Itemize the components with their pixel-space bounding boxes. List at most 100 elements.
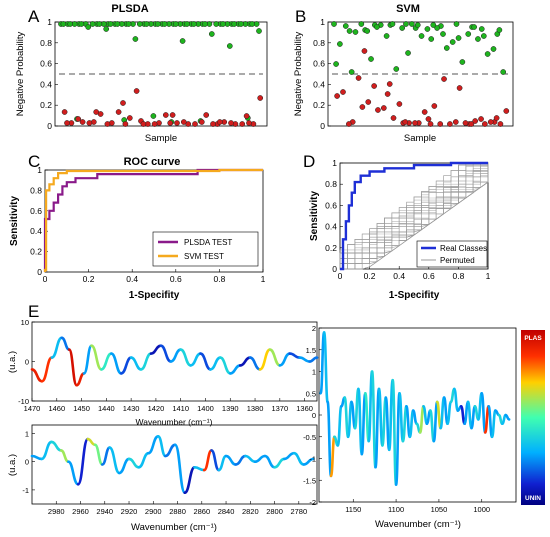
panel-e2-spectrum <box>30 435 315 494</box>
panel-e2-segment-20 <box>210 449 221 472</box>
panel-a-point-green-59 <box>150 113 157 119</box>
panel-e1-segment-2 <box>50 336 63 359</box>
panel-b: SVM 0 0.2 0.4 0.6 0.8 1 Sample Negative Proba… <box>293 3 514 144</box>
panel-e2-ytick-0: -1 <box>22 486 29 495</box>
panel-a-point-red-12 <box>203 112 210 118</box>
panel-e3-segment-29 <box>418 405 425 434</box>
panel-b-point-green-45 <box>471 24 477 30</box>
panel-b-point-red-37 <box>361 48 368 54</box>
panel-d-legend <box>416 240 488 268</box>
panel-e3-xtick-1: 1100 <box>388 505 404 514</box>
panel-a-point-red-22 <box>239 121 246 127</box>
panel-e3-ytick-2: -1 <box>309 455 316 464</box>
panel-b-yticks: 0 0.2 0.4 0.6 0.8 1 <box>313 17 331 131</box>
panel-e2-segment-19 <box>202 449 213 472</box>
panel-e1-segment-28 <box>298 356 311 363</box>
panel-d-curves <box>340 161 488 271</box>
panel-e1-segment-4 <box>67 348 78 387</box>
panel-a-point-green-35 <box>184 21 190 27</box>
panel-e2-segment-5 <box>76 437 90 486</box>
panel-a-ytick-3: 0.6 <box>40 59 52 69</box>
panel-a-ytick-0: 0 <box>47 121 52 131</box>
panel-e3-segment-42 <box>463 400 470 425</box>
panel-e1-xtick-4: 1430 <box>123 404 140 413</box>
panel-e2-xtick-0: 2980 <box>48 507 65 516</box>
panel-e1-segment-24 <box>258 348 272 371</box>
panel-e2-segment-27 <box>273 457 286 469</box>
panel-a-point-red-6 <box>61 109 68 115</box>
panel-e3-ytick-5: 0.5 <box>306 389 316 398</box>
panel-a-point-red-38 <box>216 119 223 125</box>
panel-e2-ticks: -1 0 1 2980 2960 2940 2920 2900 2880 2860 2840 2820… <box>22 429 307 516</box>
panel-b-point-green-39 <box>348 69 355 75</box>
panel-c-legend-plsda: PLSDA TEST <box>184 238 232 247</box>
panel-b-point-green-24 <box>475 36 481 42</box>
panel-c-legend <box>152 231 259 267</box>
panel-a-point-green-47 <box>67 21 74 27</box>
panel-e1-segment-9 <box>110 352 123 375</box>
panel-b-point-green-37 <box>480 33 487 39</box>
panel-e3-segment-8 <box>346 400 353 439</box>
panel-e2-ylabel: (u.a.) <box>7 454 18 476</box>
panel-d-permuted-line-27 <box>339 163 489 269</box>
panel-e3-segment-50 <box>490 409 497 439</box>
panel-d-ytick-1: 0.2 <box>325 243 337 253</box>
panel-e1-segment-16 <box>179 348 192 367</box>
panel-a-point-red-23 <box>162 112 169 118</box>
panel-e3-ytick-1: -1.5 <box>303 476 316 485</box>
panel-c-xtick-0: 0 <box>43 274 48 284</box>
panel-e3-segment-19 <box>384 396 391 452</box>
panel-e2-xtick-7: 2840 <box>218 507 235 516</box>
panel-a-points <box>58 21 264 127</box>
panel-e3-xtick-3: 1000 <box>473 505 490 514</box>
panel-a-point-red-35 <box>246 120 252 126</box>
panel-e3-segment-12 <box>360 392 367 456</box>
panel-e3-segment-2 <box>326 400 333 478</box>
panel-e1-segment-3 <box>60 336 71 351</box>
panel-a-point-red-33 <box>198 119 205 125</box>
panel-c-ytick-5: 1 <box>37 165 42 175</box>
panel-e2-xtick-3: 2920 <box>121 507 138 516</box>
panel-a-ylabel: Negative Probability <box>15 32 26 117</box>
panel-e3-segment-21 <box>391 378 398 486</box>
panel-e2-xtick-10: 2780 <box>290 507 307 516</box>
panel-e2-segment-10 <box>118 457 131 475</box>
panel-e3-segment-20 <box>387 378 394 452</box>
panel-b-point-green-21 <box>500 69 507 75</box>
panel-a-point-red-0 <box>120 100 126 106</box>
panel-e1-ylabel: (u.a.) <box>7 351 18 373</box>
panel-c-ytick-2: 0.4 <box>30 226 42 236</box>
panel-c: ROC curve 0 0.2 0.4 0.6 0.8 1 0 0.2 0.4 0.6 0.8 1 P… <box>9 156 266 301</box>
panel-e1-segment-19 <box>209 356 222 371</box>
panel-e1-xtick-1: 1460 <box>48 404 65 413</box>
panel-b-point-green-34 <box>333 61 339 67</box>
panel-b-point-red-19 <box>340 89 346 95</box>
panel-d-real-curve <box>340 161 488 271</box>
panel-e3-segment-30 <box>422 405 429 425</box>
panel-a-point-red-2 <box>167 120 174 126</box>
panel-b-point-green-18 <box>352 29 359 35</box>
panel-a-point-green-52 <box>85 24 92 30</box>
panel-e3-segment-11 <box>357 387 364 456</box>
panel-e3-segment-25 <box>405 405 412 439</box>
panel-e2-segment-1 <box>40 440 53 461</box>
panel-e3-segment-54 <box>504 413 511 421</box>
panel-e1-xlabel: Wavenumber (cm⁻¹) <box>136 417 213 427</box>
panel-e1-xtick-9: 1380 <box>247 404 264 413</box>
panel-e3-segment-14 <box>367 370 374 443</box>
panel-a-point-red-1 <box>243 113 250 119</box>
panel-e3-segment-52 <box>497 413 504 425</box>
panel-letter-c: C <box>28 152 40 171</box>
panel-c-ylabel: Sensitivity <box>9 196 20 246</box>
panel-b-point-red-39 <box>402 119 409 125</box>
panel-e3-segment-0 <box>319 331 326 395</box>
panel-e1-segment-15 <box>169 348 182 363</box>
panel-b-ytick-2: 0.4 <box>313 79 325 89</box>
panel-e3-spectrum <box>319 331 511 486</box>
panel-a-point-green-57 <box>103 26 110 32</box>
panel-e1-segment-8 <box>100 352 113 371</box>
panel-e3-segment-33 <box>432 400 439 443</box>
panel-b-point-red-23 <box>421 109 428 115</box>
panel-b-point-green-20 <box>393 66 400 72</box>
